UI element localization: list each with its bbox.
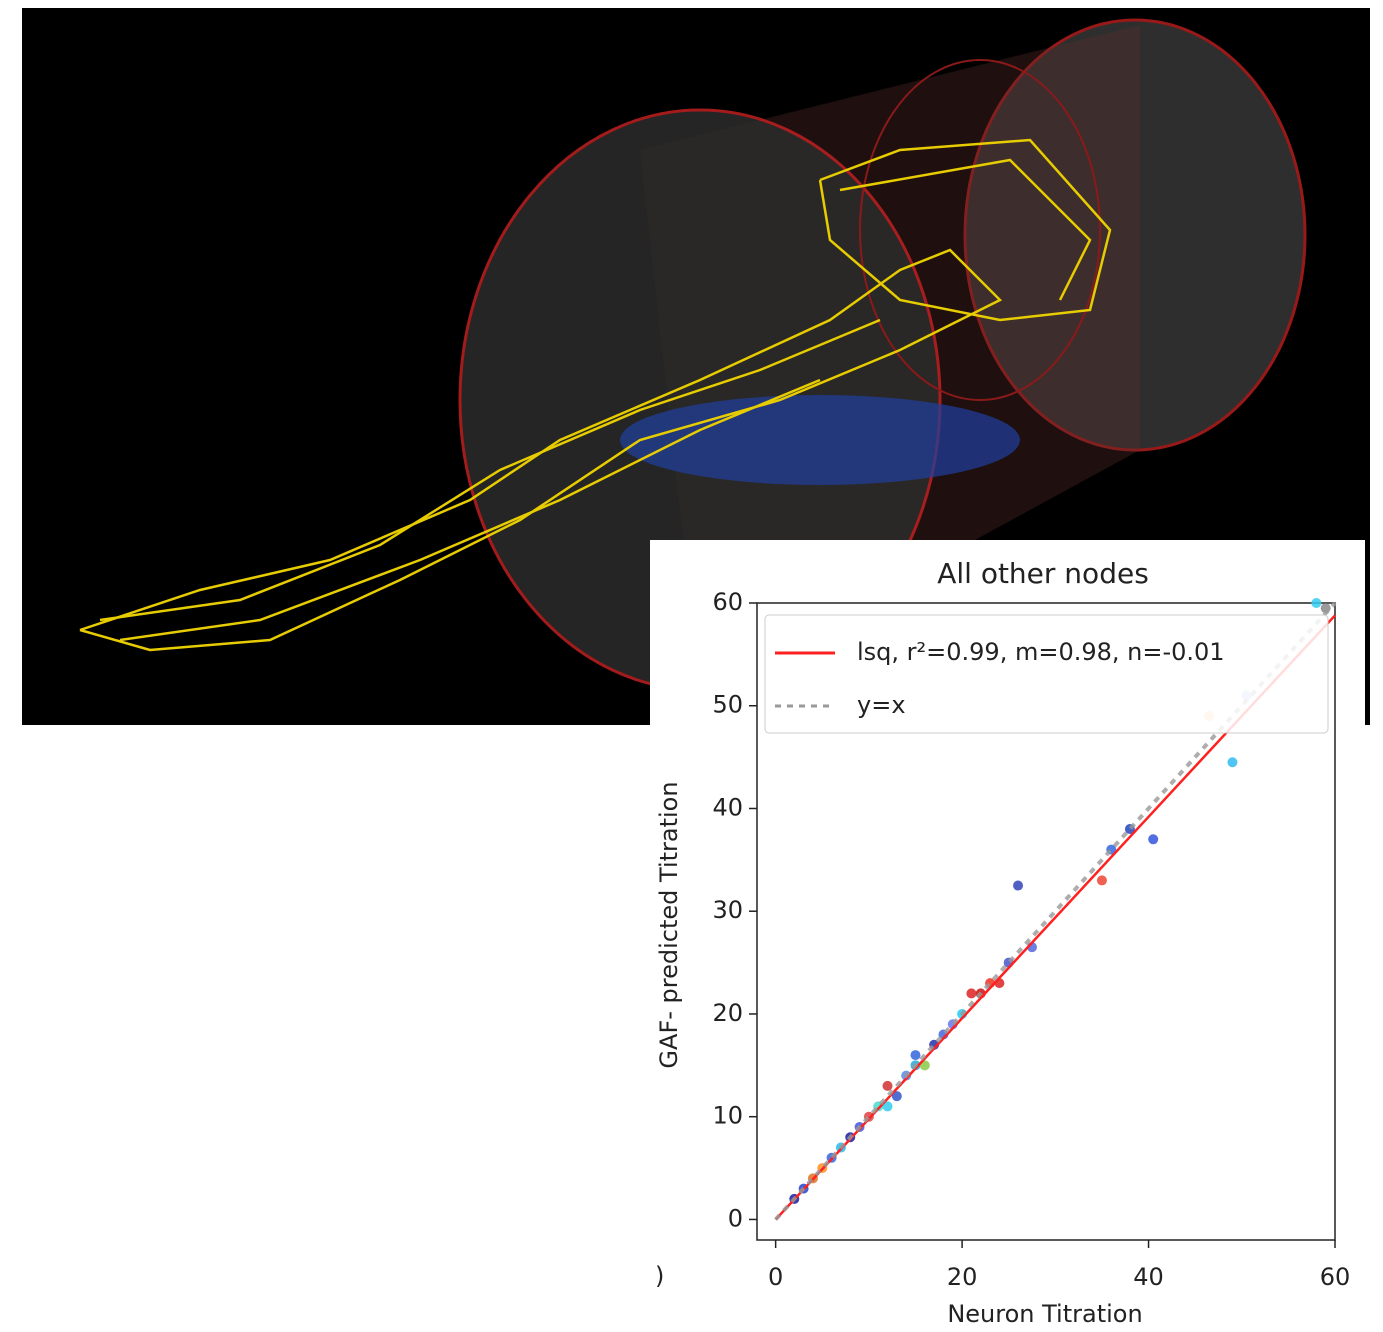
y-tick-label: 0: [728, 1204, 743, 1232]
point: [882, 1080, 893, 1091]
point: [1148, 834, 1159, 845]
y-tick-label: 20: [712, 999, 743, 1027]
point: [910, 1050, 921, 1061]
legend-label: y=x: [857, 691, 906, 719]
legend-label: lsq, r²=0.99, m=0.98, n=-0.01: [857, 638, 1225, 666]
y-tick-label: 60: [712, 588, 743, 616]
plot-frame: [756, 602, 1336, 1241]
x-tick-label: 60: [1320, 1263, 1351, 1291]
x-axis-label: Neuron Titration: [947, 1300, 1142, 1328]
legend-box: [764, 614, 1329, 734]
y-tick-label: 10: [712, 1102, 743, 1130]
point: [1311, 598, 1322, 608]
point: [1227, 757, 1238, 768]
point: [1096, 875, 1107, 886]
point: [1320, 603, 1331, 614]
x-tick-label: 20: [947, 1263, 978, 1291]
x-tick-label: 40: [1133, 1263, 1164, 1291]
y-tick-label: 50: [712, 691, 743, 719]
y-tick-label: 30: [712, 896, 743, 924]
chart-title: All other nodes: [937, 557, 1149, 590]
point: [882, 1101, 893, 1112]
y-tick-label: 40: [712, 793, 743, 821]
point: [1013, 880, 1024, 891]
stray-text: ): [655, 1262, 664, 1290]
x-tick-label: 0: [768, 1263, 783, 1291]
point: [891, 1091, 902, 1102]
y-axis-label: GAF- predicted Titration: [655, 781, 683, 1068]
point: [966, 988, 977, 999]
